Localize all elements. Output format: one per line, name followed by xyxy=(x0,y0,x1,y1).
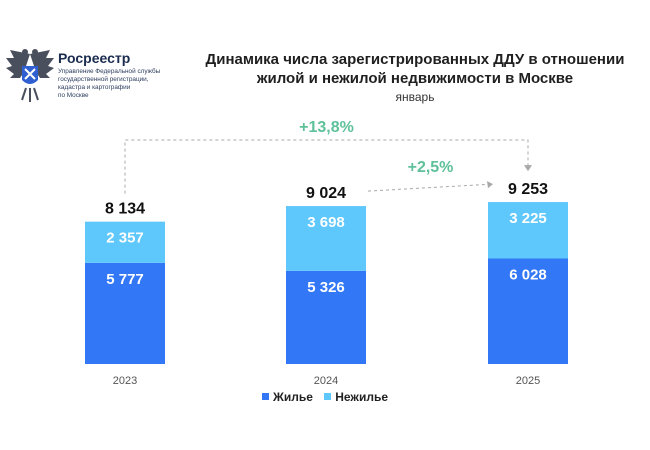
legend-item-residential: Жилье xyxy=(262,390,313,404)
value-label-nonresidential: 3 698 xyxy=(307,214,345,231)
legend-item-nonresidential: Нежилье xyxy=(324,390,388,404)
growth-label: +13,8% xyxy=(299,119,354,136)
brand-block: Росреестр Управление Федеральной службы … xyxy=(58,50,160,100)
value-label-nonresidential: 2 357 xyxy=(106,230,144,247)
legend-label: Нежилье xyxy=(335,390,388,404)
x-tick-label: 2025 xyxy=(516,375,540,387)
brand-sub-line: государственной регистрации, xyxy=(58,76,149,83)
x-tick-label: 2023 xyxy=(113,375,137,387)
growth-arrow-head xyxy=(487,181,493,189)
x-tick-label: 2024 xyxy=(314,375,338,387)
brand-sub-line: кадастра и картографии xyxy=(58,84,131,91)
bar-nonresidential xyxy=(488,202,568,259)
brand-sub-line: Управление Федеральной службы xyxy=(58,68,161,75)
growth-label: +2,5% xyxy=(408,159,454,176)
legend: Жилье Нежилье xyxy=(0,390,650,404)
growth-arrow-line xyxy=(367,183,494,192)
bar-nonresidential xyxy=(85,221,165,263)
legend-label: Жилье xyxy=(273,390,313,404)
total-label: 9 024 xyxy=(306,185,346,202)
value-label-nonresidential: 3 225 xyxy=(509,210,547,227)
brand-name: Росреестр xyxy=(58,50,131,66)
total-label: 8 134 xyxy=(105,201,145,218)
value-label-residential: 5 777 xyxy=(106,271,144,288)
brand-subtitle: Управление Федеральной службы государств… xyxy=(58,68,160,100)
chart-title-line: жилой и нежилой недвижимости в Москве xyxy=(256,70,574,87)
rosreestr-eagle-logo xyxy=(6,49,54,102)
bar-residential xyxy=(488,258,568,364)
chart-title: Динамика числа зарегистрированных ДДУ в … xyxy=(180,50,650,88)
bar-nonresidential xyxy=(286,206,366,271)
legend-swatch-nonresidential xyxy=(324,393,332,400)
growth-arrow-line xyxy=(124,139,529,194)
chart-title-line: Динамика числа зарегистрированных ДДУ в … xyxy=(205,51,625,68)
bar-residential xyxy=(286,270,366,364)
value-label-residential: 6 028 xyxy=(509,267,547,284)
chart-subtitle: январь xyxy=(395,90,435,104)
growth-arrow-head xyxy=(524,165,532,172)
value-label-residential: 5 326 xyxy=(307,279,345,296)
bar-residential xyxy=(85,262,165,364)
total-label: 9 253 xyxy=(508,181,548,198)
brand-sub-line: по Москве xyxy=(58,92,89,99)
legend-swatch-residential xyxy=(262,393,269,400)
